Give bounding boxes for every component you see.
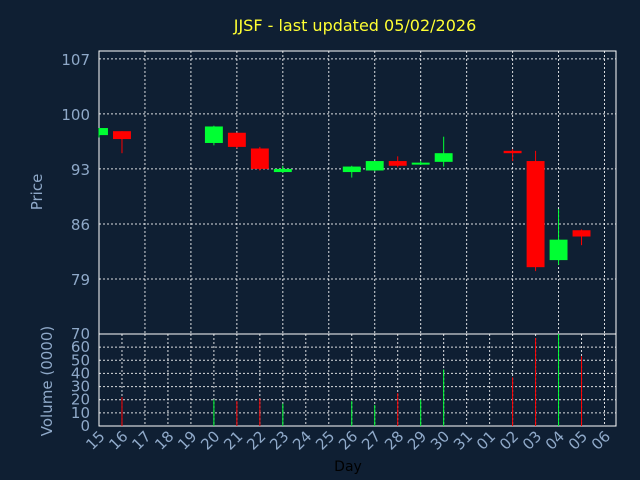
candle-body xyxy=(113,131,131,140)
candle-body xyxy=(227,132,246,147)
price-tick-label: 86 xyxy=(71,216,90,234)
candle-body xyxy=(204,126,223,143)
candle-body xyxy=(365,161,384,171)
candle-body xyxy=(572,230,591,237)
price-tick-label: 107 xyxy=(61,51,90,69)
price-tick-label: 100 xyxy=(61,106,90,124)
volume-axis-label: Volume (0000) xyxy=(38,326,56,436)
price-axis-label: Price xyxy=(28,174,46,211)
volume-tick-label: 40 xyxy=(71,364,90,382)
volume-bars xyxy=(121,334,583,426)
candle-body xyxy=(250,148,269,169)
x-tick-label: 06 xyxy=(588,427,614,453)
volume-tick-label: 0 xyxy=(80,417,90,435)
candle-body xyxy=(99,128,108,136)
price-y-ticks: 79 86 93 100 107 xyxy=(61,51,90,289)
candle-body xyxy=(434,153,453,162)
price-tick-label: 79 xyxy=(71,271,90,289)
candle-body xyxy=(388,161,407,166)
candle-body xyxy=(549,239,568,261)
volume-tick-label: 60 xyxy=(71,338,90,356)
candles xyxy=(98,125,591,272)
price-grid xyxy=(98,51,616,334)
x-tick-labels: 1516171819202122232425262728293031010203… xyxy=(82,427,614,453)
volume-tick-label: 70 xyxy=(71,325,90,343)
candle-body xyxy=(503,150,522,154)
candle-body xyxy=(273,168,292,173)
x-axis-label: Day xyxy=(334,459,362,475)
chart-title: JJSF - last updated 05/02/2026 xyxy=(233,16,477,35)
candle-body xyxy=(411,162,430,165)
candle-body xyxy=(342,166,361,173)
candle-body xyxy=(526,161,545,268)
volume-tick-label: 10 xyxy=(71,404,90,422)
price-tick-label: 93 xyxy=(71,161,90,179)
volume-tick-label: 20 xyxy=(71,391,90,409)
volume-panel-frame xyxy=(98,333,617,427)
volume-tick-label: 30 xyxy=(71,378,90,396)
volume-tick-label: 50 xyxy=(71,351,90,369)
